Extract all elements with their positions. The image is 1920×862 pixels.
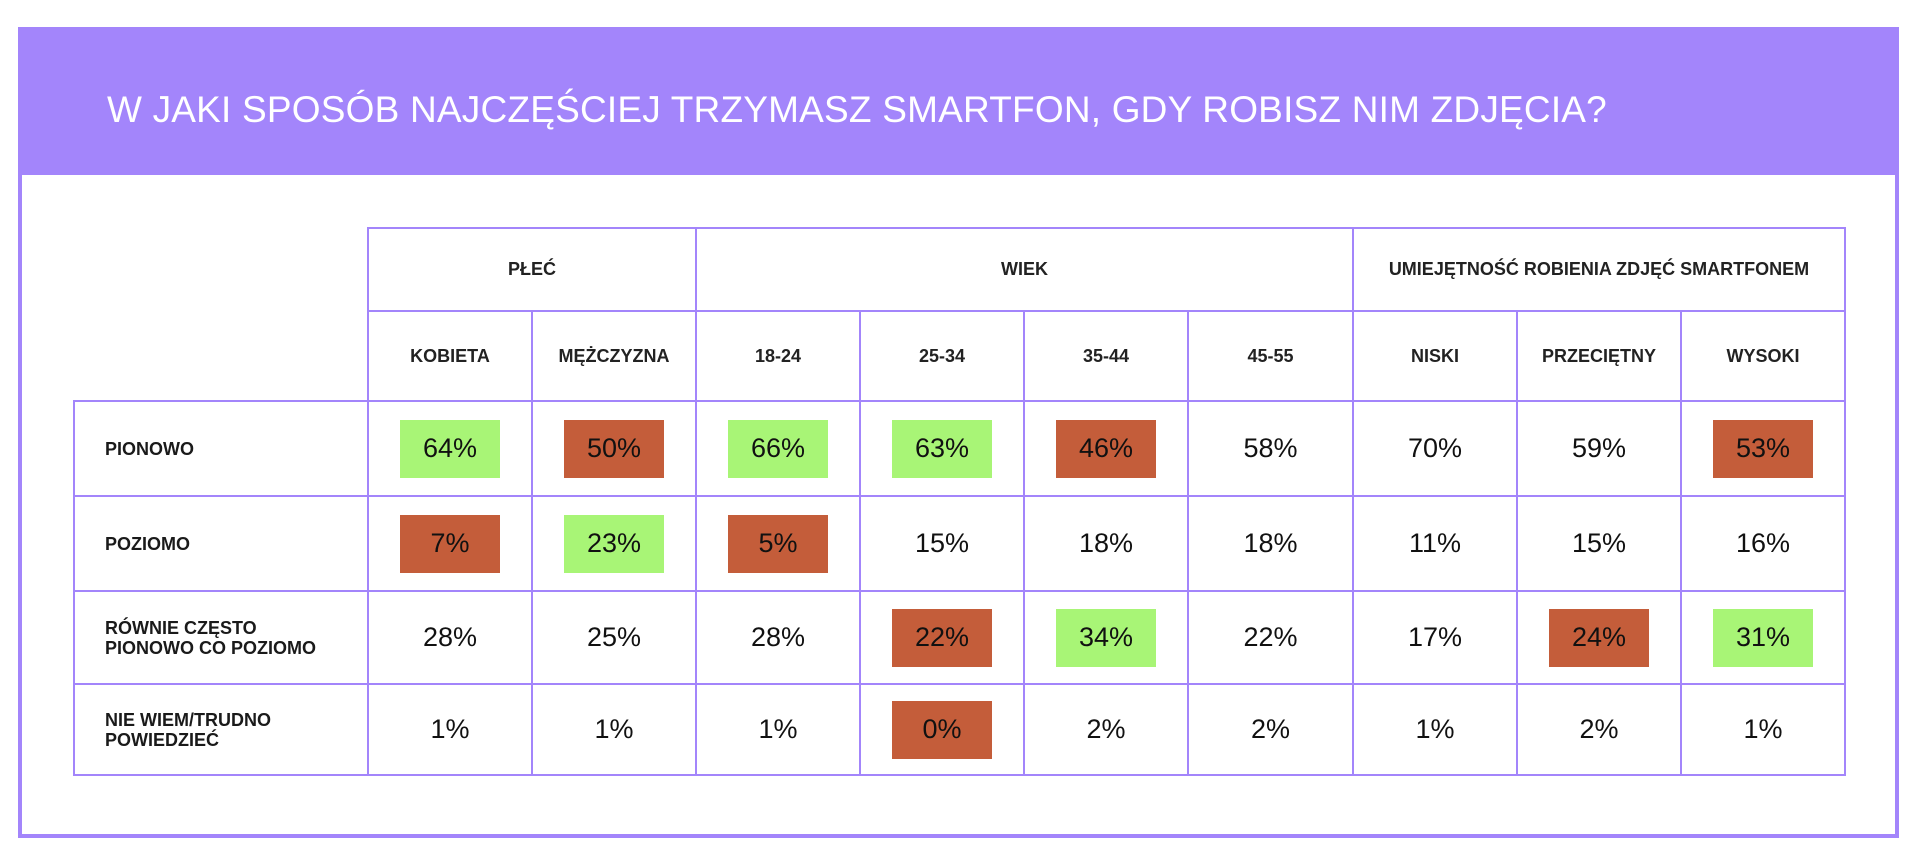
chart-title: W JAKI SPOSÓB NAJCZĘŚCIEJ TRZYMASZ SMART… [107,89,1607,130]
chart-frame: W JAKI SPOSÓB NAJCZĘŚCIEJ TRZYMASZ SMART… [18,27,1899,838]
title-banner: W JAKI SPOSÓB NAJCZĘŚCIEJ TRZYMASZ SMART… [22,31,1895,175]
